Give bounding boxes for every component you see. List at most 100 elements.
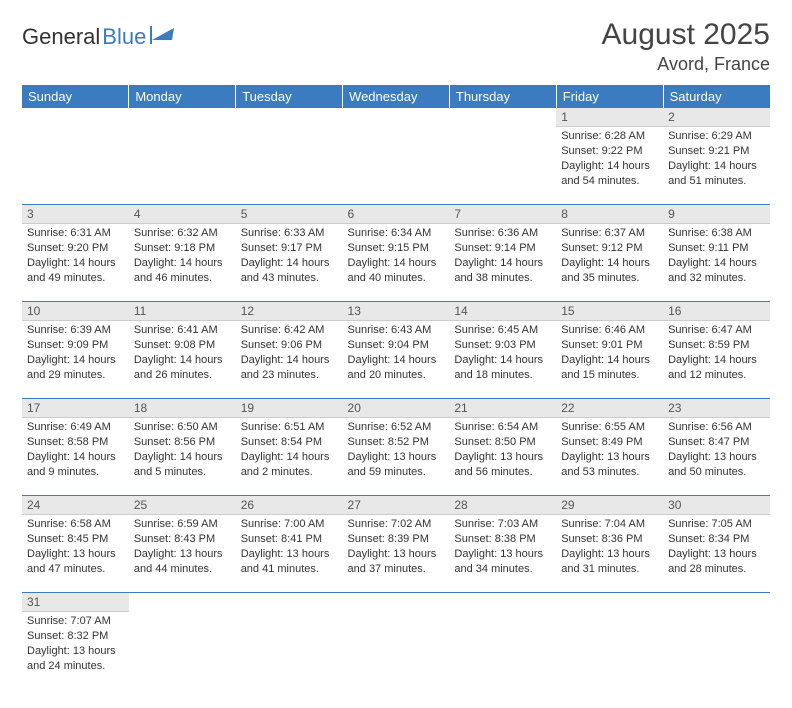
day-cell: Sunrise: 6:42 AMSunset: 9:06 PMDaylight:… — [236, 321, 343, 399]
day-cell: Sunrise: 6:54 AMSunset: 8:50 PMDaylight:… — [449, 418, 556, 496]
calendar-page: GeneralBlue August 2025 Avord, France Su… — [0, 0, 792, 708]
day-number — [449, 108, 556, 127]
day-number: 18 — [129, 399, 236, 418]
day-details: Sunrise: 6:43 AMSunset: 9:04 PMDaylight:… — [343, 321, 450, 386]
day-number — [129, 108, 236, 127]
day-cell: Sunrise: 6:59 AMSunset: 8:43 PMDaylight:… — [129, 515, 236, 593]
day-cell — [449, 612, 556, 690]
day-number: 19 — [236, 399, 343, 418]
day-number — [22, 108, 129, 127]
day-details: Sunrise: 6:36 AMSunset: 9:14 PMDaylight:… — [449, 224, 556, 289]
day-details: Sunrise: 7:00 AMSunset: 8:41 PMDaylight:… — [236, 515, 343, 580]
day-cell: Sunrise: 6:43 AMSunset: 9:04 PMDaylight:… — [343, 321, 450, 399]
day-details: Sunrise: 7:02 AMSunset: 8:39 PMDaylight:… — [343, 515, 450, 580]
day-number — [343, 593, 450, 612]
day-details: Sunrise: 6:54 AMSunset: 8:50 PMDaylight:… — [449, 418, 556, 483]
day-number — [663, 593, 770, 612]
day-number: 1 — [556, 108, 663, 127]
calendar-body: 12Sunrise: 6:28 AMSunset: 9:22 PMDayligh… — [22, 108, 770, 690]
day-details: Sunrise: 6:33 AMSunset: 9:17 PMDaylight:… — [236, 224, 343, 289]
day-cell: Sunrise: 7:03 AMSunset: 8:38 PMDaylight:… — [449, 515, 556, 593]
day-number: 7 — [449, 205, 556, 224]
day-cell: Sunrise: 6:51 AMSunset: 8:54 PMDaylight:… — [236, 418, 343, 496]
day-number: 31 — [22, 593, 129, 612]
day-details: Sunrise: 6:47 AMSunset: 8:59 PMDaylight:… — [663, 321, 770, 386]
logo: GeneralBlue — [22, 24, 176, 50]
day-cell: Sunrise: 6:46 AMSunset: 9:01 PMDaylight:… — [556, 321, 663, 399]
day-cell: Sunrise: 6:34 AMSunset: 9:15 PMDaylight:… — [343, 224, 450, 302]
day-number: 13 — [343, 302, 450, 321]
day-details: Sunrise: 6:41 AMSunset: 9:08 PMDaylight:… — [129, 321, 236, 386]
daynum-row: 3456789 — [22, 205, 770, 224]
day-cell: Sunrise: 6:41 AMSunset: 9:08 PMDaylight:… — [129, 321, 236, 399]
title-block: August 2025 Avord, France — [602, 18, 770, 75]
day-number: 28 — [449, 496, 556, 515]
day-details: Sunrise: 6:38 AMSunset: 9:11 PMDaylight:… — [663, 224, 770, 289]
day-number: 16 — [663, 302, 770, 321]
day-cell: Sunrise: 7:00 AMSunset: 8:41 PMDaylight:… — [236, 515, 343, 593]
day-details: Sunrise: 6:46 AMSunset: 9:01 PMDaylight:… — [556, 321, 663, 386]
day-cell: Sunrise: 6:29 AMSunset: 9:21 PMDaylight:… — [663, 127, 770, 205]
weekday-header-row: Sunday Monday Tuesday Wednesday Thursday… — [22, 85, 770, 108]
month-title: August 2025 — [602, 18, 770, 52]
day-details: Sunrise: 6:34 AMSunset: 9:15 PMDaylight:… — [343, 224, 450, 289]
week-row: Sunrise: 6:28 AMSunset: 9:22 PMDaylight:… — [22, 127, 770, 205]
day-cell — [343, 612, 450, 690]
day-number: 25 — [129, 496, 236, 515]
day-number: 4 — [129, 205, 236, 224]
day-number: 24 — [22, 496, 129, 515]
day-cell: Sunrise: 6:38 AMSunset: 9:11 PMDaylight:… — [663, 224, 770, 302]
day-number — [129, 593, 236, 612]
day-details: Sunrise: 6:42 AMSunset: 9:06 PMDaylight:… — [236, 321, 343, 386]
weekday-monday: Monday — [129, 85, 236, 108]
week-row: Sunrise: 6:49 AMSunset: 8:58 PMDaylight:… — [22, 418, 770, 496]
weekday-wednesday: Wednesday — [343, 85, 450, 108]
day-number — [556, 593, 663, 612]
header: GeneralBlue August 2025 Avord, France — [22, 18, 770, 75]
day-cell: Sunrise: 6:45 AMSunset: 9:03 PMDaylight:… — [449, 321, 556, 399]
day-number: 20 — [343, 399, 450, 418]
day-cell: Sunrise: 7:02 AMSunset: 8:39 PMDaylight:… — [343, 515, 450, 593]
day-number: 9 — [663, 205, 770, 224]
day-cell — [129, 127, 236, 205]
day-cell — [663, 612, 770, 690]
day-number: 6 — [343, 205, 450, 224]
day-cell — [343, 127, 450, 205]
day-details: Sunrise: 6:59 AMSunset: 8:43 PMDaylight:… — [129, 515, 236, 580]
daynum-row: 17181920212223 — [22, 399, 770, 418]
day-number: 15 — [556, 302, 663, 321]
day-cell: Sunrise: 6:31 AMSunset: 9:20 PMDaylight:… — [22, 224, 129, 302]
day-cell: Sunrise: 6:32 AMSunset: 9:18 PMDaylight:… — [129, 224, 236, 302]
day-number: 27 — [343, 496, 450, 515]
logo-text-blue: Blue — [102, 24, 146, 50]
day-cell: Sunrise: 7:05 AMSunset: 8:34 PMDaylight:… — [663, 515, 770, 593]
day-details: Sunrise: 6:32 AMSunset: 9:18 PMDaylight:… — [129, 224, 236, 289]
day-number — [449, 593, 556, 612]
weekday-friday: Friday — [556, 85, 663, 108]
day-details: Sunrise: 6:58 AMSunset: 8:45 PMDaylight:… — [22, 515, 129, 580]
day-details: Sunrise: 6:37 AMSunset: 9:12 PMDaylight:… — [556, 224, 663, 289]
weekday-sunday: Sunday — [22, 85, 129, 108]
day-cell: Sunrise: 6:52 AMSunset: 8:52 PMDaylight:… — [343, 418, 450, 496]
day-details: Sunrise: 6:29 AMSunset: 9:21 PMDaylight:… — [663, 127, 770, 192]
logo-text-general: General — [22, 24, 100, 50]
day-cell: Sunrise: 6:55 AMSunset: 8:49 PMDaylight:… — [556, 418, 663, 496]
calendar-table: Sunday Monday Tuesday Wednesday Thursday… — [22, 85, 770, 690]
day-cell: Sunrise: 6:56 AMSunset: 8:47 PMDaylight:… — [663, 418, 770, 496]
day-details: Sunrise: 7:03 AMSunset: 8:38 PMDaylight:… — [449, 515, 556, 580]
day-number: 14 — [449, 302, 556, 321]
day-cell — [129, 612, 236, 690]
day-details: Sunrise: 6:28 AMSunset: 9:22 PMDaylight:… — [556, 127, 663, 192]
weekday-tuesday: Tuesday — [236, 85, 343, 108]
day-number: 22 — [556, 399, 663, 418]
day-details: Sunrise: 7:04 AMSunset: 8:36 PMDaylight:… — [556, 515, 663, 580]
day-cell: Sunrise: 6:33 AMSunset: 9:17 PMDaylight:… — [236, 224, 343, 302]
day-number — [343, 108, 450, 127]
weekday-saturday: Saturday — [663, 85, 770, 108]
day-cell — [236, 127, 343, 205]
weekday-thursday: Thursday — [449, 85, 556, 108]
day-cell: Sunrise: 6:49 AMSunset: 8:58 PMDaylight:… — [22, 418, 129, 496]
day-number: 11 — [129, 302, 236, 321]
day-details: Sunrise: 6:52 AMSunset: 8:52 PMDaylight:… — [343, 418, 450, 483]
day-number: 10 — [22, 302, 129, 321]
